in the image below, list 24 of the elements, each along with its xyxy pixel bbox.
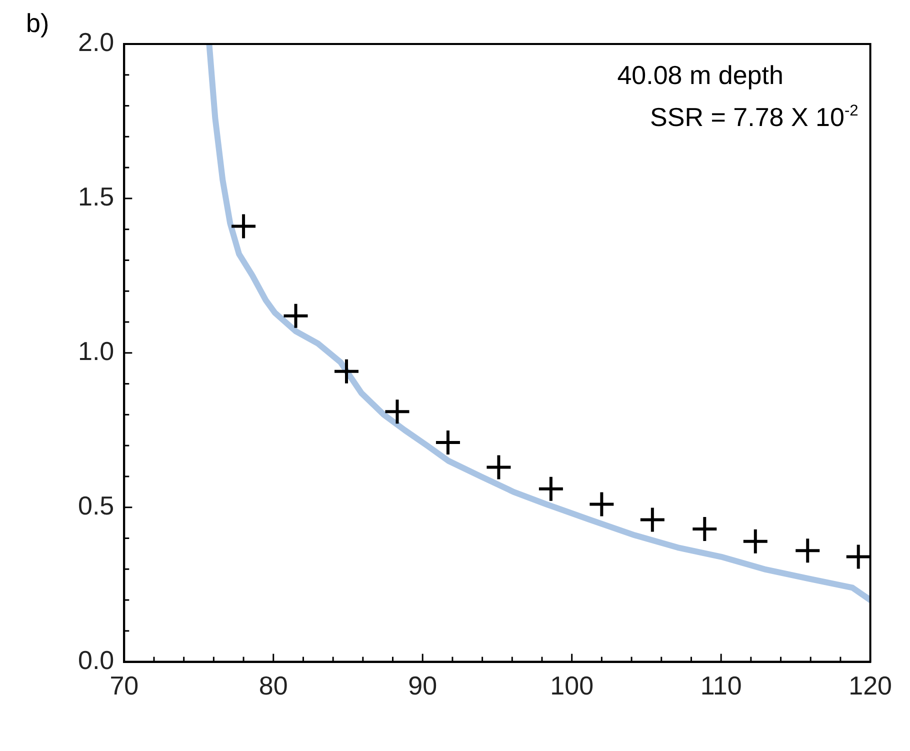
point [284, 304, 308, 328]
x-tick-label: 120 [848, 670, 892, 701]
point [846, 544, 870, 569]
point [538, 476, 563, 501]
text: b) [26, 8, 50, 38]
point [486, 455, 511, 480]
point [334, 359, 358, 384]
point [796, 538, 820, 563]
y-tick-label: 2.0 [78, 27, 114, 58]
point [436, 430, 460, 454]
x-tick-label: 80 [258, 670, 288, 701]
x-tick-label: 90 [408, 670, 438, 701]
point [232, 214, 256, 238]
point [385, 400, 410, 424]
y-tick-label: 1.0 [78, 336, 114, 366]
y-tick-label: 1.5 [78, 182, 114, 212]
point [743, 529, 768, 554]
y-tick-label: 0.5 [78, 490, 114, 521]
x-tick-label: 110 [700, 670, 742, 701]
point [590, 492, 614, 516]
annotation: 40.08 m depth [617, 60, 784, 90]
x-tick-label: 100 [550, 670, 594, 701]
point [640, 508, 664, 532]
point [692, 516, 717, 541]
